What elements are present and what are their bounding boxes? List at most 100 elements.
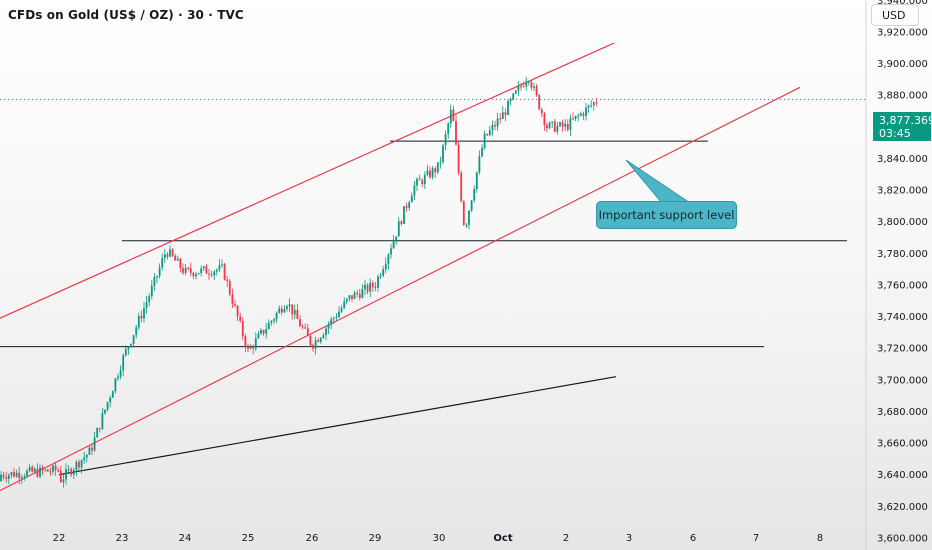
candle-body: [418, 179, 421, 181]
candle-body: [46, 469, 49, 472]
candle-body: [543, 113, 546, 125]
candle-body: [119, 370, 122, 377]
x-tick-label: 24: [179, 533, 192, 544]
candle-body: [507, 101, 509, 115]
candle-body: [512, 93, 515, 100]
candle-body: [395, 236, 398, 241]
candle-body: [444, 133, 447, 146]
candle-body: [249, 346, 252, 349]
candle-body: [158, 267, 161, 276]
candle-body: [161, 258, 164, 268]
candle-body: [104, 409, 106, 414]
candle-body: [236, 305, 239, 317]
candle-body: [33, 469, 36, 472]
candle-body: [392, 240, 395, 249]
candle-body: [299, 319, 301, 327]
candle-body: [421, 180, 424, 184]
candle-body: [379, 275, 382, 277]
candle-body: [59, 470, 62, 483]
candle-body: [57, 470, 60, 472]
candle-body: [65, 469, 67, 480]
candle-body: [52, 465, 54, 472]
candle-body: [517, 86, 520, 91]
x-tick-label: 7: [753, 533, 759, 544]
candle-body: [527, 81, 530, 83]
candle-body: [195, 274, 197, 277]
candle-body: [106, 402, 109, 410]
candle-body: [322, 335, 325, 338]
x-tick-label: 6: [690, 533, 696, 544]
currency-button[interactable]: USD: [871, 4, 919, 26]
candle-body: [332, 318, 335, 320]
candle-body: [127, 346, 130, 350]
candle-body: [28, 467, 31, 471]
candle-body: [270, 320, 273, 323]
bar-countdown: 03:45: [879, 127, 911, 140]
candle-body: [10, 472, 13, 476]
callout-pointer: [625, 159, 692, 204]
candle-body: [535, 86, 538, 95]
candle-body: [314, 340, 317, 349]
candle-body: [114, 378, 117, 392]
candle-body: [192, 272, 195, 277]
candle-body: [18, 472, 21, 479]
candle-body: [122, 355, 125, 371]
candle-body: [210, 274, 213, 276]
candle-body: [304, 327, 307, 329]
candle-body: [254, 338, 257, 349]
candle-body: [408, 202, 411, 208]
candle-body: [228, 281, 231, 295]
x-tick-label: 29: [369, 533, 382, 544]
candle-body: [182, 268, 184, 273]
candle-body: [75, 461, 78, 471]
candle-body: [163, 254, 166, 259]
candle-body: [382, 269, 385, 276]
y-tick-label: 3,720.000: [877, 344, 928, 355]
candle-body: [592, 102, 595, 106]
candle-body: [462, 201, 465, 225]
candle-body: [176, 258, 179, 261]
candle-body: [312, 345, 314, 349]
candle-body: [452, 109, 455, 122]
candle-body: [145, 302, 148, 308]
candle-body: [483, 133, 486, 148]
candle-body: [364, 284, 366, 290]
y-tick-label: 3,680.000: [877, 407, 928, 418]
candle-body: [400, 221, 403, 224]
candle-body: [296, 309, 299, 320]
candle-body: [140, 315, 143, 319]
candle-body: [319, 337, 322, 342]
candle-body: [429, 170, 431, 178]
candle-body: [522, 86, 525, 88]
candle-body: [345, 298, 348, 302]
candle-body: [205, 266, 208, 274]
candle-body: [179, 258, 182, 269]
candle-body: [309, 335, 312, 346]
candle-body: [187, 267, 190, 269]
candle-body: [553, 121, 556, 132]
candle-body: [384, 263, 387, 270]
candle-body: [340, 307, 343, 312]
candle-body: [455, 121, 457, 145]
candle-body: [405, 206, 408, 208]
candle-body: [338, 311, 340, 318]
candle-body: [327, 324, 330, 329]
chart-title: CFDs on Gold (US$ / OZ) · 30 · TVC: [8, 8, 244, 22]
x-tick-label: 8: [817, 533, 823, 544]
support-level-callout[interactable]: Important support level: [596, 201, 737, 229]
candle-body: [494, 124, 496, 127]
candle-body: [330, 319, 333, 325]
candle-body: [426, 170, 429, 175]
candle-body: [413, 185, 416, 196]
channel-lower-line: [0, 86, 801, 492]
candle-body: [353, 292, 356, 299]
candle-body: [166, 254, 169, 257]
candle-body: [546, 124, 548, 129]
candle-body: [306, 328, 309, 336]
x-tick-label: 2: [563, 533, 569, 544]
candle-body: [174, 255, 177, 261]
candle-body: [317, 340, 320, 342]
candle-body: [369, 282, 372, 292]
candle-body: [447, 123, 450, 134]
